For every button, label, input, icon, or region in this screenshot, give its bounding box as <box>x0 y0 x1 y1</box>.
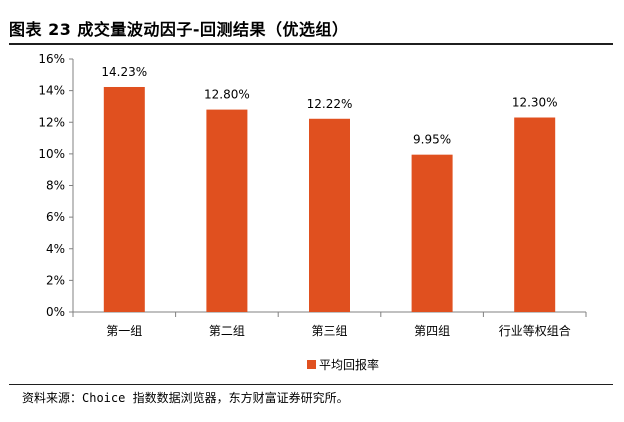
bar <box>411 154 453 312</box>
x-tick-label: 第二组 <box>209 324 245 338</box>
y-tick-label: 10% <box>38 147 65 161</box>
bar-chart: 0% 2% 4% 6% 8% 10% 12% 14% 16% 14.23% 第一组 12.80% 第二组… <box>38 52 587 338</box>
y-tick-label: 2% <box>46 273 65 287</box>
y-tick-label: 0% <box>46 305 65 319</box>
legend-label: 平均回报率 <box>319 358 380 372</box>
x-tick-label: 行业等权组合 <box>499 323 571 338</box>
y-tick-label: 14% <box>38 84 65 98</box>
source-note: 资料来源：Choice 指数数据浏览器，东方财富证券研究所。 <box>22 391 349 405</box>
legend-swatch <box>307 360 316 369</box>
data-label: 12.80% <box>204 88 250 102</box>
y-tick-label: 8% <box>46 179 65 193</box>
chart-title: 图表 23 成交量波动因子-回测结果（优选组） <box>9 20 349 39</box>
bar <box>103 86 145 312</box>
x-tick-label: 第一组 <box>106 324 142 338</box>
bar <box>206 109 248 312</box>
data-label: 9.95% <box>413 133 451 147</box>
title-rule <box>9 43 613 45</box>
y-tick-label: 4% <box>46 242 65 256</box>
bar <box>309 118 350 313</box>
y-tick-label: 6% <box>46 210 65 224</box>
source-rule <box>9 384 613 385</box>
data-label: 14.23% <box>101 65 147 79</box>
x-tick-label: 第四组 <box>414 324 450 338</box>
data-label: 12.30% <box>512 96 558 110</box>
y-tick-label: 16% <box>38 52 65 66</box>
data-label: 12.22% <box>307 97 353 111</box>
x-tick-label: 第三组 <box>311 324 347 338</box>
bar <box>514 117 556 312</box>
legend: 平均回报率 <box>307 356 379 373</box>
y-tick-label: 12% <box>38 115 65 129</box>
